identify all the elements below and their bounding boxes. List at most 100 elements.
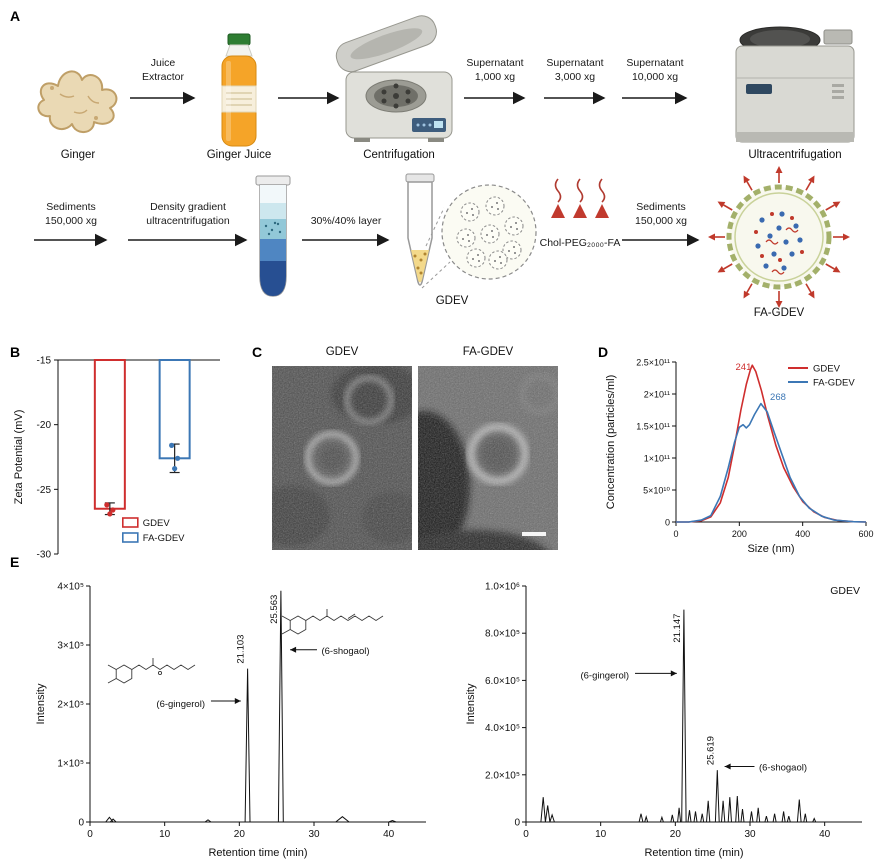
gdev-vesicles bbox=[456, 196, 524, 270]
gradient-tube-icon bbox=[255, 175, 291, 297]
svg-text:(6-shogaol): (6-shogaol) bbox=[759, 763, 807, 774]
label-supernatant-2: Supernatant bbox=[546, 57, 603, 69]
svg-text:3×10⁵: 3×10⁵ bbox=[57, 641, 84, 652]
svg-text:40: 40 bbox=[819, 829, 831, 840]
label-supernatant-1: Supernatant bbox=[466, 57, 523, 69]
label-fa-gdev: FA-GDEV bbox=[754, 307, 805, 319]
svg-text:25.619: 25.619 bbox=[705, 736, 716, 765]
label-centrifugation: Centrifugation bbox=[363, 149, 435, 161]
tem-image-gdev bbox=[272, 366, 412, 550]
svg-text:(6-gingerol): (6-gingerol) bbox=[580, 671, 629, 682]
panel-label-c: C bbox=[252, 344, 263, 360]
panel-label-e: E bbox=[10, 554, 20, 570]
chol-peg-fa-icon bbox=[551, 178, 609, 218]
svg-text:1.0×10⁶: 1.0×10⁶ bbox=[485, 582, 520, 593]
ultracentrifuge-icon bbox=[735, 26, 855, 143]
label-density-1: Density gradient bbox=[150, 201, 226, 213]
fa-gdev-icon bbox=[708, 166, 850, 308]
svg-text:GDEV: GDEV bbox=[143, 518, 171, 529]
panel-label-d: D bbox=[598, 344, 609, 360]
scale-bar bbox=[522, 532, 546, 536]
svg-text:21.147: 21.147 bbox=[672, 614, 683, 643]
label-sediments-2: Sediments bbox=[636, 201, 686, 213]
magnifier-line-1 bbox=[425, 207, 445, 247]
svg-text:241: 241 bbox=[736, 362, 752, 373]
svg-text:Size (nm): Size (nm) bbox=[747, 543, 794, 555]
svg-text:(6-gingerol): (6-gingerol) bbox=[156, 699, 205, 710]
zeta-potential-chart: Zeta Potential (mV) -15 -20 -25 -30 GDEV FA-GD… bbox=[8, 352, 238, 564]
label-extractor: Extractor bbox=[142, 71, 185, 83]
svg-text:600: 600 bbox=[858, 529, 873, 539]
svg-text:0: 0 bbox=[514, 818, 520, 829]
svg-text:30: 30 bbox=[308, 829, 320, 840]
workflow-diagram: Ginger Juice Extractor Ginger Juice bbox=[34, 15, 855, 319]
svg-text:2.5×10¹¹: 2.5×10¹¹ bbox=[636, 358, 670, 368]
svg-text:0: 0 bbox=[87, 829, 93, 840]
svg-text:-25: -25 bbox=[37, 485, 52, 496]
svg-text:1.5×10¹¹: 1.5×10¹¹ bbox=[636, 422, 670, 432]
svg-text:(6-shogaol): (6-shogaol) bbox=[321, 646, 369, 657]
svg-text:21.103: 21.103 bbox=[236, 635, 247, 664]
svg-text:FA-GDEV: FA-GDEV bbox=[143, 533, 185, 544]
svg-text:-15: -15 bbox=[37, 356, 52, 367]
label-supernatant-3: Supernatant bbox=[626, 57, 683, 69]
svg-text:4.0×10⁵: 4.0×10⁵ bbox=[485, 723, 520, 734]
svg-text:2×10⁵: 2×10⁵ bbox=[57, 700, 84, 711]
label-density-2: ultracentrifugation bbox=[146, 215, 230, 227]
label-gdev: GDEV bbox=[436, 295, 469, 307]
svg-text:30: 30 bbox=[744, 829, 756, 840]
size-distribution-chart: Concentration (particles/ml) Size (nm) 0 20… bbox=[604, 346, 878, 558]
svg-text:10: 10 bbox=[159, 829, 171, 840]
svg-text:4×10⁵: 4×10⁵ bbox=[57, 582, 84, 593]
svg-text:0: 0 bbox=[665, 518, 670, 528]
tem-image-fa-gdev bbox=[418, 366, 558, 550]
label-layer: 30%/40% layer bbox=[311, 215, 382, 227]
svg-text:1×10⁵: 1×10⁵ bbox=[57, 759, 84, 770]
svg-text:5×10¹⁰: 5×10¹⁰ bbox=[643, 486, 670, 496]
juice-bottle-icon bbox=[221, 33, 257, 147]
svg-text:6.0×10⁵: 6.0×10⁵ bbox=[485, 676, 520, 687]
centrifuge-icon bbox=[335, 15, 453, 142]
svg-text:FA-GDEV: FA-GDEV bbox=[813, 378, 855, 389]
svg-text:20: 20 bbox=[670, 829, 682, 840]
svg-text:Retention time (min): Retention time (min) bbox=[644, 847, 743, 859]
svg-text:Intensity: Intensity bbox=[465, 683, 477, 724]
svg-text:-30: -30 bbox=[37, 550, 52, 561]
label-ginger: Ginger bbox=[61, 149, 96, 161]
svg-text:GDEV: GDEV bbox=[813, 364, 841, 375]
svg-text:GDEV: GDEV bbox=[830, 585, 860, 597]
svg-text:Zeta Potential (mV): Zeta Potential (mV) bbox=[13, 410, 25, 505]
svg-text:Intensity: Intensity bbox=[35, 683, 47, 724]
svg-text:8.0×10⁵: 8.0×10⁵ bbox=[485, 629, 520, 640]
label-chol-peg-fa: Chol-PEG₂₀₀₀-FA bbox=[540, 237, 621, 249]
label-150000xg-2: 150,000 xg bbox=[635, 215, 687, 227]
svg-text:25.563: 25.563 bbox=[269, 595, 280, 624]
label-ginger-juice: Ginger Juice bbox=[207, 149, 272, 161]
label-10000xg: 10,000 xg bbox=[632, 71, 678, 83]
tem-title-gdev: GDEV bbox=[325, 346, 359, 358]
label-juice: Juice bbox=[151, 57, 176, 69]
svg-text:200: 200 bbox=[732, 529, 747, 539]
svg-text:40: 40 bbox=[383, 829, 395, 840]
hplc-standards-chart: Intensity Retention time (min) 0 10 20 30 40 0 1… bbox=[26, 572, 440, 862]
label-ultracentrifugation: Ultracentrifugation bbox=[748, 149, 841, 161]
svg-text:400: 400 bbox=[795, 529, 810, 539]
svg-text:0: 0 bbox=[673, 529, 678, 539]
svg-text:20: 20 bbox=[234, 829, 246, 840]
svg-text:0: 0 bbox=[523, 829, 529, 840]
svg-text:1×10¹¹: 1×10¹¹ bbox=[644, 454, 670, 464]
ginger-icon bbox=[37, 70, 118, 133]
svg-text:Concentration (particles/ml): Concentration (particles/ml) bbox=[605, 375, 617, 510]
svg-text:Retention time (min): Retention time (min) bbox=[208, 847, 307, 859]
svg-text:2.0×10⁵: 2.0×10⁵ bbox=[485, 770, 520, 781]
svg-text:10: 10 bbox=[595, 829, 607, 840]
label-1000xg: 1,000 xg bbox=[475, 71, 515, 83]
label-150000xg-1: 150,000 xg bbox=[45, 215, 97, 227]
panel-label-a: A bbox=[10, 8, 21, 24]
label-3000xg: 3,000 xg bbox=[555, 71, 595, 83]
tem-title-fa-gdev: FA-GDEV bbox=[462, 346, 514, 358]
hplc-gdev-chart: Intensity Retention time (min) 0 10 20 30 40 0 2… bbox=[456, 572, 876, 862]
svg-text:0: 0 bbox=[78, 818, 84, 829]
label-sediments-1: Sediments bbox=[46, 201, 96, 213]
panel-label-b: B bbox=[10, 344, 21, 360]
